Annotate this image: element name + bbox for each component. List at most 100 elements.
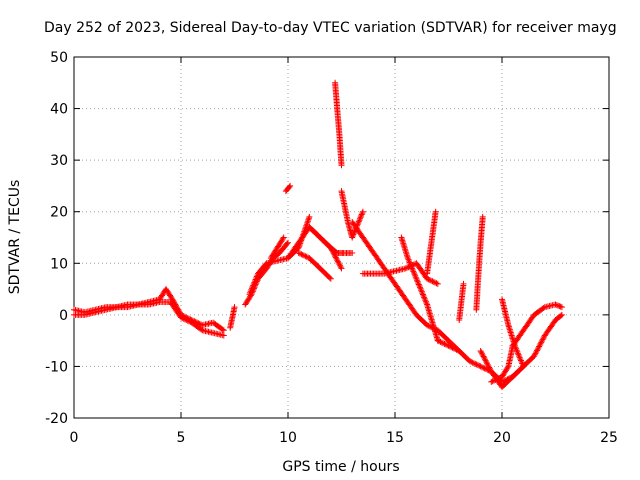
data-point [419, 291, 426, 298]
data-point [488, 378, 495, 385]
data-point [338, 162, 345, 169]
data-point [298, 251, 305, 258]
data-point [299, 251, 306, 258]
data-point [404, 264, 410, 271]
data-point [429, 278, 436, 285]
x-tick-label: 10 [279, 430, 297, 446]
data-point [534, 346, 541, 353]
data-point [253, 273, 260, 280]
data-point [472, 360, 479, 367]
data-points [71, 79, 565, 391]
data-point [477, 363, 484, 370]
data-series-track-b [71, 299, 227, 339]
data-point [531, 351, 538, 358]
data-point [186, 318, 192, 325]
data-point [486, 365, 493, 372]
data-point [483, 359, 490, 365]
data-point [327, 275, 334, 282]
data-point [220, 327, 227, 334]
y-tick-label: 30 [50, 153, 68, 169]
data-point [280, 234, 287, 241]
data-point [478, 349, 485, 356]
data-point [478, 364, 485, 371]
data-point [421, 294, 428, 301]
y-tick-label: 20 [50, 205, 68, 221]
data-point [183, 317, 190, 323]
axis-ticks [73, 56, 610, 419]
data-series-track-x [488, 342, 516, 385]
data-point [440, 340, 447, 347]
data-point [481, 354, 488, 361]
data-point [359, 208, 366, 215]
data-point [359, 210, 366, 217]
y-tick-labels: -20 -10 0 10 20 30 40 50 [45, 50, 68, 427]
data-point [481, 356, 488, 363]
data-series-track-p [424, 208, 439, 277]
data-point [493, 376, 500, 383]
data-point [445, 342, 452, 349]
y-tick-label: 0 [59, 308, 68, 324]
data-point [432, 208, 439, 215]
data-point [433, 280, 440, 287]
data-point [303, 253, 310, 260]
data-point [423, 300, 430, 307]
data-point [349, 233, 356, 239]
data-point [469, 359, 476, 366]
x-tick-label: 0 [70, 430, 79, 446]
data-point [436, 338, 443, 345]
data-point [337, 264, 344, 271]
data-point [468, 358, 475, 365]
data-point [179, 315, 186, 322]
data-point [489, 378, 496, 385]
data-point [534, 347, 540, 354]
y-tick-label: 40 [50, 102, 68, 118]
data-point [178, 314, 184, 321]
data-point [421, 295, 428, 302]
data-point [540, 335, 547, 342]
data-point [449, 344, 456, 351]
data-point [491, 377, 497, 384]
data-point [531, 353, 538, 360]
data-point [231, 304, 238, 311]
data-point [302, 253, 309, 260]
data-point [349, 250, 356, 256]
data-point [358, 211, 365, 218]
data-series-track-m [349, 219, 463, 354]
data-series-track-o [398, 234, 441, 344]
data-series-track-g [282, 182, 294, 195]
data-point [446, 343, 453, 350]
data-point [408, 264, 415, 270]
data-point [425, 276, 432, 283]
data-point [295, 250, 302, 256]
data-point [248, 285, 255, 292]
data-point [480, 353, 487, 360]
data-point [306, 213, 313, 220]
data-point [286, 184, 293, 190]
data-point [509, 342, 516, 349]
data-point [442, 341, 449, 348]
y-tick-label: -20 [45, 411, 68, 427]
data-point [432, 279, 439, 286]
data-point [219, 326, 226, 333]
data-point [336, 261, 343, 268]
data-point [338, 265, 345, 272]
data-series-track-d [242, 239, 291, 308]
data-point [536, 342, 543, 349]
data-point [479, 213, 486, 220]
data-point [558, 311, 565, 318]
y-tick-label: 10 [50, 256, 68, 272]
data-point [426, 323, 433, 330]
data-point [536, 343, 543, 350]
data-point [284, 240, 290, 247]
data-series-track-j [306, 224, 356, 256]
x-tick-labels: 0 5 10 15 20 25 [70, 430, 618, 446]
x-tick-label: 20 [493, 430, 511, 446]
data-point [357, 215, 363, 222]
data-point [417, 284, 423, 291]
data-series-track-n [359, 260, 441, 287]
data-point [333, 255, 340, 262]
data-point [537, 340, 544, 347]
data-point [484, 360, 490, 367]
data-series-track-f [267, 234, 287, 262]
data-point [460, 280, 467, 287]
